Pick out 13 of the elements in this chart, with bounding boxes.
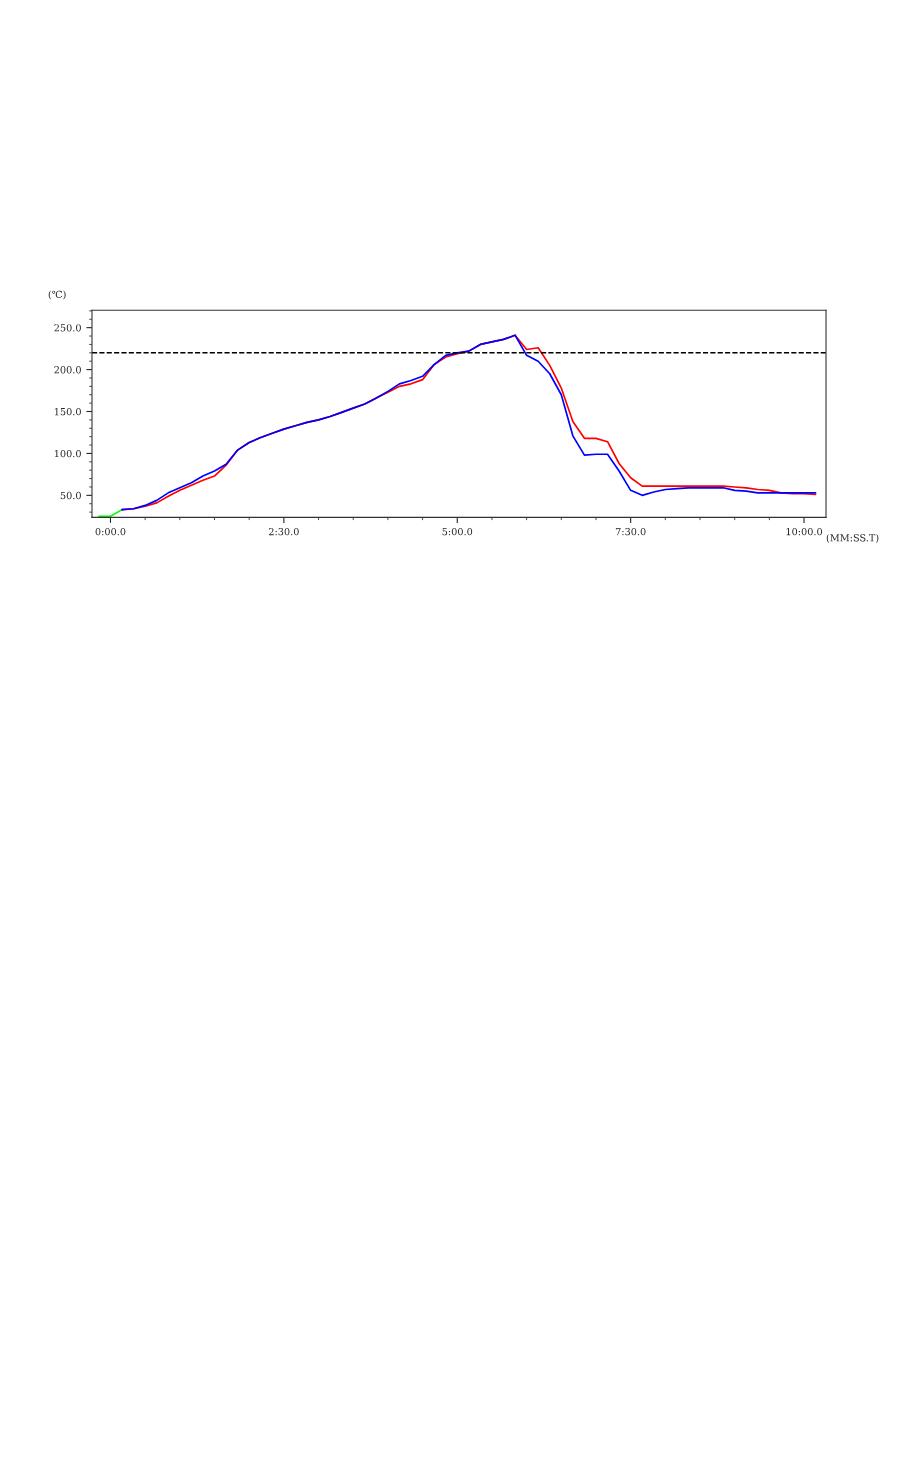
y-tick-label: 50.0 bbox=[60, 491, 81, 500]
y-tick-label: 150.0 bbox=[54, 407, 81, 416]
y-tick-label: 250.0 bbox=[54, 324, 81, 332]
x-tick-label: 0:00.0 bbox=[95, 527, 126, 536]
y-tick-label: 200.0 bbox=[54, 366, 81, 374]
line-series bbox=[121, 334, 817, 511]
x-axis-title: (MM:SS.T) bbox=[826, 533, 879, 543]
x-tick-label: 2:30.0 bbox=[268, 527, 299, 536]
x-tick-label: 5:00.0 bbox=[442, 527, 473, 536]
y-axis-title: (℃) bbox=[48, 290, 66, 300]
x-tick-label: 7:30.0 bbox=[615, 527, 646, 536]
y-tick-label: 100.0 bbox=[54, 449, 81, 458]
x-tick-label: 10:00.0 bbox=[786, 527, 823, 536]
